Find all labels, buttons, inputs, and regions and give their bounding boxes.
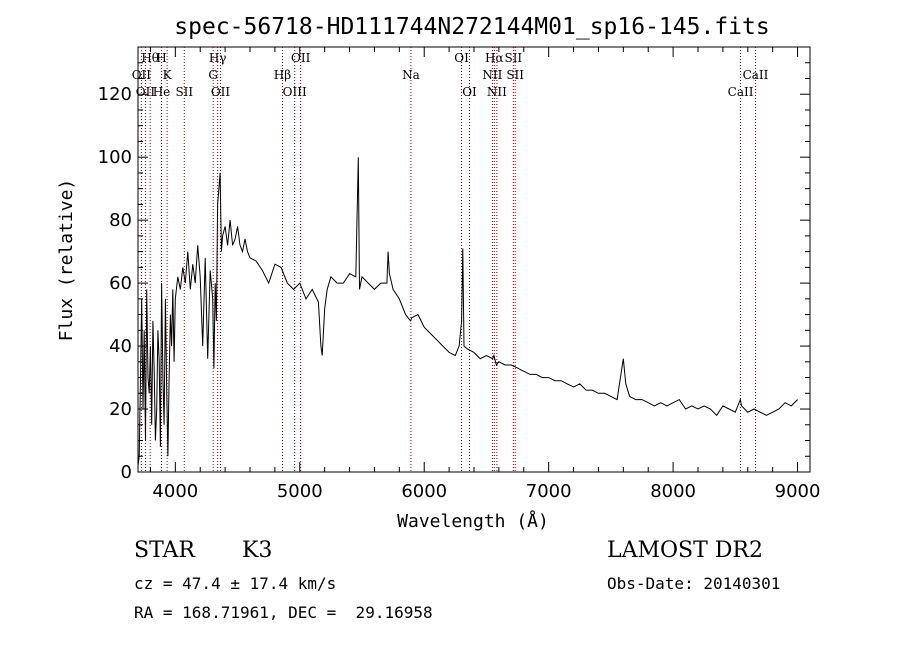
x-tick-label-0: 4000 bbox=[152, 481, 198, 502]
line-marker-label-1: H bbox=[156, 51, 166, 65]
line-marker-label-15: OII bbox=[136, 85, 156, 99]
y-axis-label: Flux (relative) bbox=[56, 179, 77, 342]
y-tick-label-4: 80 bbox=[109, 210, 132, 231]
line-marker-label-5: Hα bbox=[485, 51, 504, 65]
line-marker-label-2: Hγ bbox=[209, 51, 227, 65]
x-tick-label-3: 7000 bbox=[526, 481, 572, 502]
line-marker-label-0: Hθ bbox=[141, 51, 159, 65]
x-tick-label-2: 6000 bbox=[401, 481, 447, 502]
coordinates: RA = 168.71961, DEC = 29.16958 bbox=[134, 603, 433, 622]
line-marker-label-3: OII bbox=[291, 51, 311, 65]
y-tick-label-6: 120 bbox=[98, 84, 132, 105]
y-tick-label-1: 20 bbox=[109, 399, 132, 420]
object-class: STAR bbox=[134, 538, 195, 563]
x-tick-label-1: 5000 bbox=[277, 481, 323, 502]
line-marker-label-10: Hβ bbox=[274, 68, 291, 82]
line-marker-label-12: NII bbox=[482, 68, 502, 82]
x-tick-label-4: 8000 bbox=[650, 481, 696, 502]
line-marker-label-4: OI bbox=[454, 51, 469, 65]
line-marker-label-11: Na bbox=[402, 68, 420, 82]
x-tick-label-5: 9000 bbox=[775, 481, 821, 502]
spectrum-series-line bbox=[137, 157, 798, 466]
chart-title: spec-56718-HD111744N272144M01_sp16-145.f… bbox=[174, 14, 769, 40]
line-marker-label-21: NII bbox=[487, 85, 507, 99]
line-marker-label-9: G bbox=[208, 68, 218, 82]
y-tick-label-5: 100 bbox=[98, 147, 132, 168]
line-marker-label-20: OI bbox=[462, 85, 477, 99]
y-tick-label-2: 40 bbox=[109, 336, 132, 357]
line-marker-label-16: He bbox=[153, 85, 171, 99]
redshift-velocity: cz = 47.4 ± 17.4 km/s bbox=[134, 574, 337, 593]
line-marker-label-18: OII bbox=[211, 85, 231, 99]
line-marker-label-8: K bbox=[163, 68, 173, 82]
line-marker-label-7: OII bbox=[132, 68, 152, 82]
line-marker-label-19: OIII bbox=[283, 85, 307, 99]
y-tick-label-3: 60 bbox=[109, 273, 132, 294]
observation-date: Obs-Date: 20140301 bbox=[607, 574, 781, 593]
line-marker-label-14: CaII bbox=[743, 68, 769, 82]
x-axis-label: Wavelength (Å) bbox=[397, 510, 549, 532]
survey-name: LAMOST DR2 bbox=[607, 538, 763, 563]
object-subclass: K3 bbox=[242, 538, 273, 563]
line-marker-label-22: CaII bbox=[728, 85, 754, 99]
y-tick-label-0: 0 bbox=[121, 462, 132, 483]
line-marker-label-6: SII bbox=[504, 51, 522, 65]
line-marker-label-13: SII bbox=[506, 68, 524, 82]
line-marker-label-17: SII bbox=[175, 85, 193, 99]
axis-ticks: 4000 5000 6000 7000 8000 9000 0 20 40 60 80 100 120 bbox=[98, 47, 821, 502]
